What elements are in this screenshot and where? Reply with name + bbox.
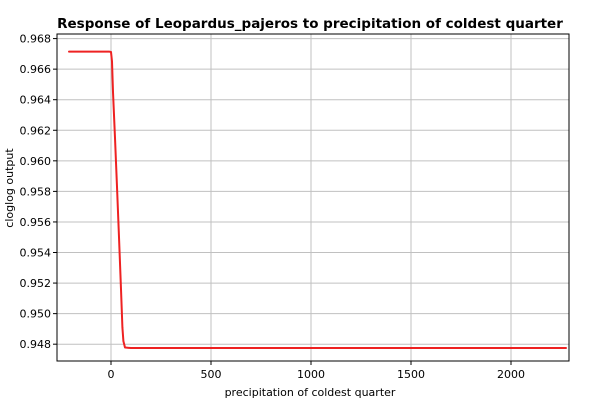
y-tick-label: 0.966	[20, 63, 52, 76]
y-tick-label: 0.962	[20, 124, 52, 137]
x-tick-label: 0	[108, 368, 115, 381]
y-axis-ticks: 0.948 0.950 0.952 0.954 0.956 0.958 0.960 0.962…	[20, 33, 57, 351]
series-layer	[68, 50, 567, 350]
chart-title: Response of Leopardus_pajeros to precipi…	[57, 16, 563, 32]
y-tick-label: 0.950	[20, 308, 52, 321]
y-tick-label: 0.960	[20, 155, 52, 168]
x-tick-label: 1500	[397, 368, 425, 381]
x-tick-label: 1000	[297, 368, 325, 381]
plot-area	[56, 33, 570, 362]
y-axis-label: cloglog output	[3, 148, 16, 228]
y-tick-label: 0.956	[20, 216, 52, 229]
x-tick-label: 500	[201, 368, 222, 381]
plot-border	[56, 33, 570, 362]
y-tick-label: 0.968	[20, 33, 52, 46]
x-axis-ticks: 0 500 1000 1500 2000	[108, 361, 525, 381]
y-tick-label: 0.952	[20, 277, 52, 290]
x-tick-label: 2000	[497, 368, 525, 381]
y-tick-label: 0.964	[20, 94, 52, 107]
y-tick-label: 0.958	[20, 185, 52, 198]
x-axis-label: precipitation of coldest quarter	[225, 386, 396, 399]
y-tick-label: 0.954	[20, 247, 52, 260]
y-tick-label: 0.948	[20, 338, 52, 351]
grid-lines	[57, 34, 569, 361]
response-curve-line	[68, 50, 567, 350]
